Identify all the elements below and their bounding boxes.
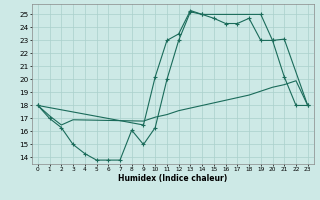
X-axis label: Humidex (Indice chaleur): Humidex (Indice chaleur) (118, 174, 228, 183)
